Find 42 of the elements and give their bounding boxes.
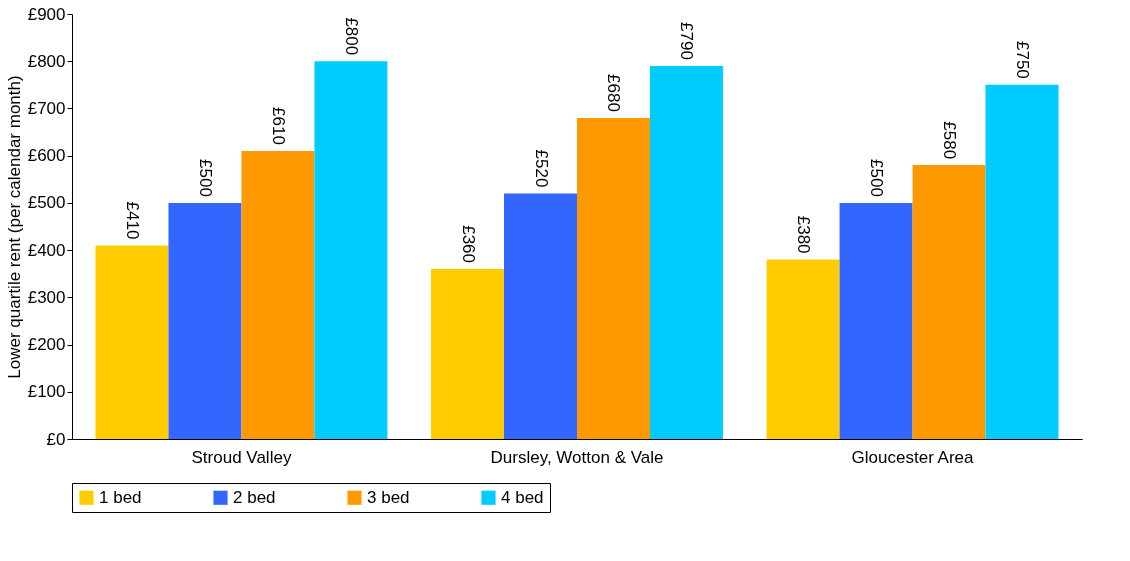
bar xyxy=(839,202,913,439)
y-tick-label: £800 xyxy=(27,51,66,71)
data-label: £360 xyxy=(458,225,478,263)
x-tick-label: Dursley, Wotton & Vale xyxy=(490,447,664,467)
legend-label: 2 bed xyxy=(233,487,276,507)
bar xyxy=(168,202,242,439)
bar xyxy=(912,165,986,439)
x-tick-label: Stroud Valley xyxy=(191,447,292,467)
data-label: £580 xyxy=(940,121,960,160)
bar xyxy=(649,65,723,439)
legend-label: 3 bed xyxy=(367,487,410,507)
data-label: £500 xyxy=(195,159,215,197)
legend-label: 1 bed xyxy=(99,487,142,507)
data-label: £380 xyxy=(794,215,814,254)
y-tick-label: £700 xyxy=(27,98,66,118)
data-label: £500 xyxy=(867,159,887,197)
y-tick-label: £600 xyxy=(27,146,66,166)
x-tick-label: Gloucester Area xyxy=(851,447,975,467)
bar xyxy=(241,150,315,439)
bar xyxy=(95,245,169,439)
y-tick-label: £200 xyxy=(27,335,66,355)
bar xyxy=(314,61,388,439)
legend-label: 4 bed xyxy=(501,487,544,507)
data-label: £520 xyxy=(531,149,551,188)
bar xyxy=(431,269,505,439)
bar xyxy=(985,84,1059,439)
y-tick-label: £900 xyxy=(27,4,66,24)
bar xyxy=(766,259,840,439)
y-tick-label: £0 xyxy=(46,429,66,449)
data-label: £680 xyxy=(604,74,624,112)
y-tick-label: £100 xyxy=(27,382,66,402)
bar xyxy=(577,117,650,439)
data-label: £750 xyxy=(1013,41,1033,79)
y-tick-label: £400 xyxy=(27,240,66,260)
y-tick-label: £300 xyxy=(27,287,66,307)
bar xyxy=(504,193,577,439)
data-label: £790 xyxy=(677,22,697,60)
data-label: £410 xyxy=(122,201,142,240)
y-tick-label: £500 xyxy=(27,193,66,213)
data-label: £610 xyxy=(268,107,288,145)
y-axis-title: Lower quartile rent (per calendar month) xyxy=(4,75,24,379)
data-label: £800 xyxy=(341,17,361,56)
